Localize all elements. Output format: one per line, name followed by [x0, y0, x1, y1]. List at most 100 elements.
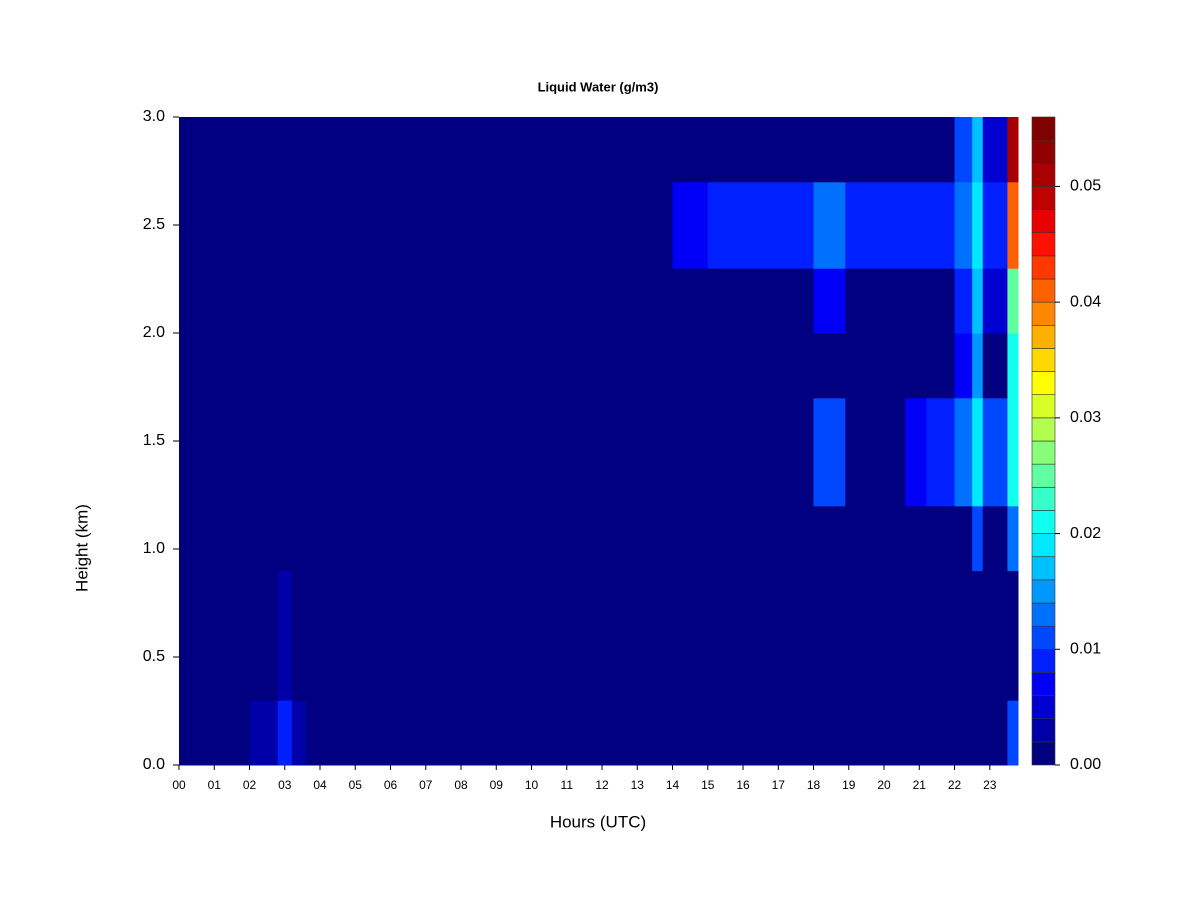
chart-title: Liquid Water (g/m3) [538, 79, 659, 94]
colorbar-step [1031, 602, 1056, 627]
colorbar-step [1031, 625, 1056, 650]
heat-cell [905, 333, 927, 399]
x-tick-label: 02 [243, 778, 257, 792]
x-tick-label: 21 [913, 778, 927, 792]
x-tick-label: 16 [736, 778, 750, 792]
heat-cell [982, 700, 1008, 766]
heat-cell [1007, 181, 1019, 269]
x-tick-label: 19 [842, 778, 856, 792]
colorbar-step [1031, 139, 1056, 164]
heat-cell [291, 570, 307, 701]
x-tick-label: 18 [807, 778, 821, 792]
colorbar-tick-label: 0.02 [1070, 525, 1101, 542]
colorbar-step [1031, 232, 1056, 257]
heat-cell [672, 700, 709, 766]
colorbar-step [1031, 556, 1056, 581]
colorbar-step [1031, 301, 1056, 326]
heat-cell [813, 700, 846, 766]
heat-cell [179, 570, 251, 701]
heat-cell [179, 397, 251, 507]
x-tick-label: 11 [561, 778, 574, 792]
heat-cell [982, 181, 1008, 269]
heat-cell [672, 397, 709, 507]
heat-cell [845, 268, 906, 334]
heat-cell [972, 333, 984, 399]
heat-cell [179, 181, 251, 269]
heat-cell [249, 181, 279, 269]
heat-cell [305, 570, 674, 701]
heat-cell [972, 570, 984, 701]
colorbar-step [1031, 278, 1056, 303]
heat-cell [249, 117, 279, 183]
y-tick-label: 1.5 [143, 432, 165, 449]
heat-cell [982, 570, 1008, 701]
colorbar-step [1031, 510, 1056, 534]
heat-cell [305, 181, 674, 269]
heat-cell [1007, 268, 1019, 334]
heat-cell [954, 268, 973, 334]
heat-cell [179, 333, 251, 399]
heat-cell [277, 181, 293, 269]
colorbar-tick-label: 0.04 [1070, 293, 1101, 310]
heat-cell [813, 505, 846, 572]
heat-cell [972, 397, 984, 507]
colorbar-step [1031, 186, 1056, 210]
y-tick-label: 0.0 [143, 756, 165, 773]
heat-cell [305, 505, 674, 572]
heat-cell [291, 181, 307, 269]
heat-cell [845, 117, 906, 183]
heat-cell [905, 181, 927, 269]
heat-cell [813, 333, 846, 399]
x-tick-label: 05 [349, 778, 363, 792]
heat-cell [291, 268, 307, 334]
heat-cell [291, 117, 307, 183]
heat-cell [954, 505, 973, 572]
colorbar-step [1031, 486, 1056, 511]
heat-cell [249, 505, 279, 572]
heat-cell [1007, 505, 1019, 572]
heat-cell [813, 397, 846, 507]
heat-cell [707, 505, 815, 572]
heat-cell [179, 268, 251, 334]
colorbar-step [1031, 394, 1056, 419]
colorbar-tick-label: 0.03 [1070, 409, 1101, 426]
x-tick-label: 10 [525, 778, 539, 792]
y-tick-label: 2.0 [143, 324, 165, 341]
heat-cell [813, 117, 846, 183]
heat-cell [845, 700, 906, 766]
heat-cell [813, 268, 846, 334]
heat-cell [277, 333, 293, 399]
heat-cell [972, 505, 984, 572]
heat-cell [277, 570, 293, 701]
colorbar-step [1031, 463, 1056, 488]
y-tick-label: 0.5 [143, 648, 165, 665]
heat-cell [277, 397, 293, 507]
colorbar-step [1031, 648, 1056, 673]
heat-cell [926, 181, 956, 269]
heat-cell [291, 397, 307, 507]
x-tick-label: 22 [948, 778, 962, 792]
colorbar-step [1031, 348, 1056, 372]
heat-cell [249, 333, 279, 399]
heat-cell [249, 570, 279, 701]
heat-cell [179, 117, 251, 183]
x-tick-label: 07 [419, 778, 433, 792]
heat-cell [926, 570, 956, 701]
heat-cell [972, 268, 984, 334]
heat-cell [926, 397, 956, 507]
colorbar-step [1031, 718, 1056, 743]
heat-cell [982, 117, 1008, 183]
heat-cell [291, 700, 307, 766]
heat-cell [277, 117, 293, 183]
x-tick-label: 15 [701, 778, 715, 792]
x-tick-label: 20 [877, 778, 891, 792]
heat-cell [926, 700, 956, 766]
colorbar-step [1031, 440, 1056, 465]
heat-cell [277, 700, 293, 766]
colorbar-tick-label: 0.01 [1070, 641, 1101, 658]
colorbar-tick-label: 0.05 [1070, 178, 1101, 195]
heat-cell [672, 117, 709, 183]
heat-cell [277, 505, 293, 572]
